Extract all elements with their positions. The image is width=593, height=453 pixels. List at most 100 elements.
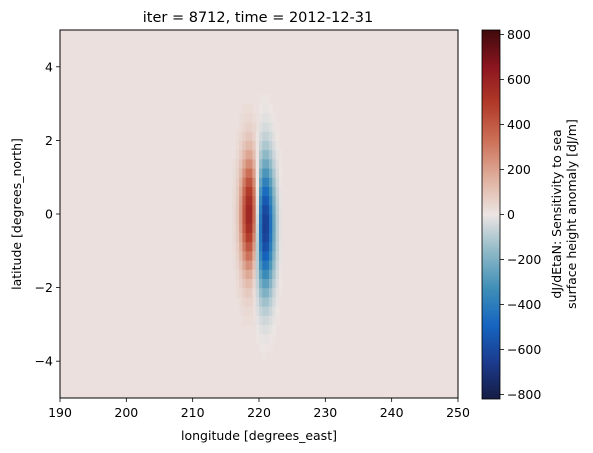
heatmap-cell [259,333,263,344]
heatmap-cell [265,315,270,325]
y-tick-label: −2 [35,280,53,295]
heatmap-cell [268,140,273,151]
heatmap-cell [272,287,277,298]
heatmap-cell [262,112,267,123]
heatmap-cell [272,168,277,178]
heatmap-cell [268,250,273,261]
heatmap-cell [249,269,253,279]
heatmap-cell [255,241,260,252]
heatmap-cell [255,186,260,197]
heatmap-cell [252,241,257,252]
heatmap-cell [239,296,244,307]
heatmap-cell [262,315,267,325]
heatmap-cell [239,149,244,160]
heatmap-cell [235,168,240,178]
heatmap-cell [252,250,257,261]
heatmap-cell [242,250,247,261]
heatmap-cell [278,214,283,224]
heatmap-cell [278,149,283,160]
heatmap-cell [278,177,283,187]
heatmap-cell [255,296,260,307]
heatmap-cell [268,260,273,270]
heatmap-cell [259,223,263,233]
heatmap-cell [265,103,270,114]
heatmap-cell [242,278,247,289]
y-tick-label: 4 [45,59,53,74]
x-axis: 190 200 210 220 230 240 250 [48,398,470,420]
heatmap-cell [272,260,277,270]
x-tick-label: 190 [48,405,72,420]
heatmap-cell [259,186,263,197]
heatmap-cell [262,168,267,178]
heatmap-cell [259,158,263,169]
x-tick-label: 240 [380,405,404,420]
heatmap-cell [242,204,247,215]
heatmap-cell [268,177,273,187]
heatmap-cell [265,287,270,298]
heatmap-cell [272,306,277,316]
heatmap-cell [265,342,270,353]
heatmap-cell [268,186,273,197]
heatmap-cell [265,324,270,335]
heatmap-cell [245,103,250,114]
heatmap-cell [255,269,260,279]
heatmap-cell [259,296,263,307]
heatmap-cell [272,122,277,132]
heatmap-cell [262,250,267,261]
heatmap-cell [259,149,263,160]
heatmap-cell [265,333,270,344]
heatmap-cell [242,214,247,224]
colorbar-tick-label: 800 [507,27,531,42]
heatmap-cell [249,287,253,298]
heatmap-cell [262,296,267,307]
heatmap-cell [265,177,270,187]
heatmap-cell [262,140,267,151]
heatmap-cell [259,250,263,261]
heatmap-cell [239,168,244,178]
heatmap-cell [245,195,250,206]
heatmap-cell [275,260,280,270]
heatmap-cell [232,186,237,197]
heatmap-cell [245,140,250,151]
heatmap-cell [262,186,267,197]
heatmap-cell [255,306,260,316]
heatmap-cell [275,306,280,316]
heatmap-cell [242,223,247,233]
heatmap-cell [268,158,273,169]
heatmap-cell [249,278,253,289]
heatmap-cell [278,269,283,279]
heatmap-cell [255,140,260,151]
heatmap-cell [242,241,247,252]
heatmap-cell [272,149,277,160]
heatmap-cell [249,122,253,132]
heatmap-cell [265,223,270,233]
heatmap-cell [259,241,263,252]
heatmap-cell [242,315,247,325]
heatmap-cell [255,250,260,261]
heatmap-cell [255,214,260,224]
heatmap-cell [242,232,247,243]
heatmap-cell [255,149,260,160]
heatmap-cell [268,168,273,178]
heatmap-cell [265,232,270,243]
heatmap-cell [239,140,244,151]
colorbar-axis: −800 −600 −400 −200 0 200 400 600 800 [500,27,541,402]
heatmap-cell [275,250,280,261]
heatmap-cell [232,214,237,224]
y-axis-label: latitude [degrees_north] [9,138,24,290]
heatmap-cell [268,324,273,335]
heatmap-cell [249,223,253,233]
heatmap-cell [245,214,250,224]
heatmap-cell [252,269,257,279]
heatmap-cell [265,269,270,279]
heatmap-cell [252,223,257,233]
heatmap-cell [272,324,277,335]
heatmap-cell [265,260,270,270]
heatmap-cell [262,204,267,215]
heatmap-cell [259,122,263,132]
heatmap-cell [245,250,250,261]
heatmap-cell [232,223,237,233]
heatmap-cell [235,232,240,243]
heatmap-cell [265,241,270,252]
heatmap-cell [252,140,257,151]
